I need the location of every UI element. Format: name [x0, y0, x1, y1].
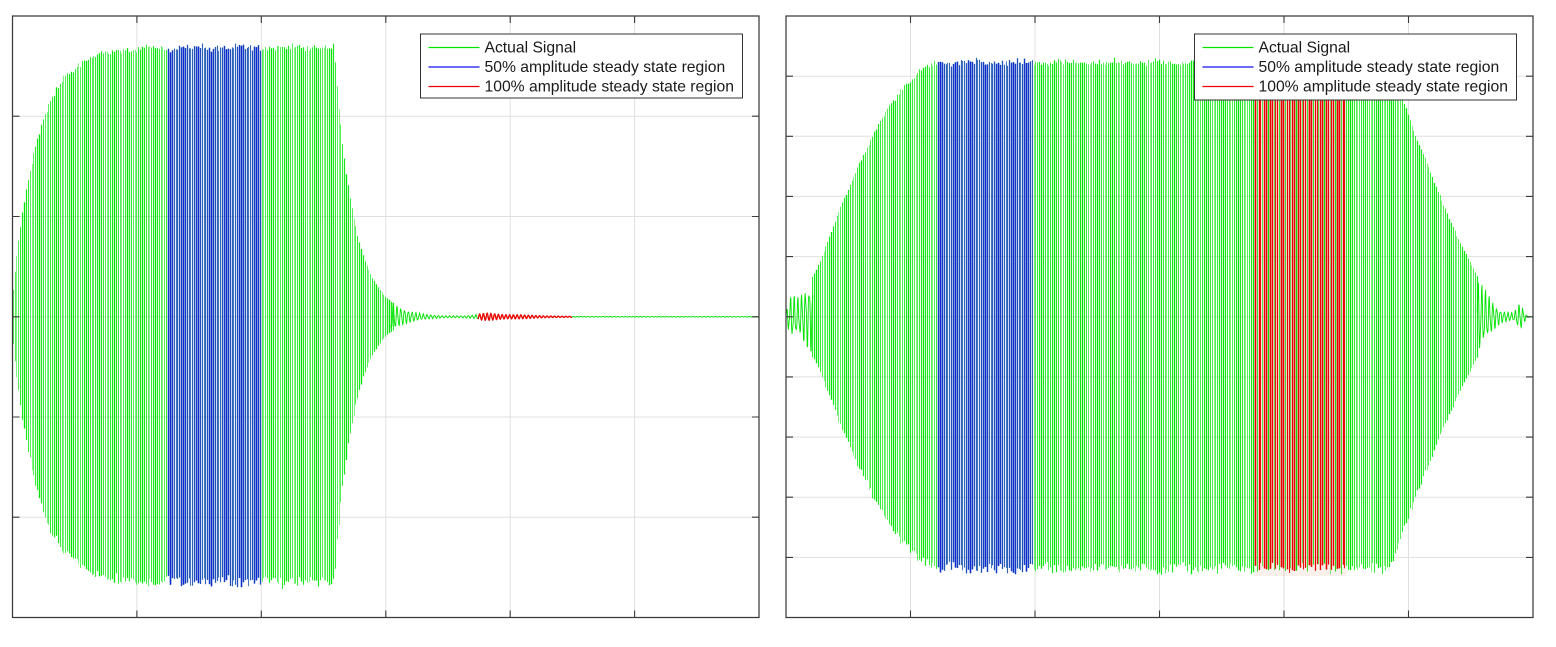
svg-text:50% amplitude steady state reg: 50% amplitude steady state region [1259, 59, 1500, 76]
svg-text:Actual Signal: Actual Signal [485, 40, 577, 57]
svg-text:50% amplitude steady state reg: 50% amplitude steady state region [485, 59, 726, 76]
svg-text:100% amplitude steady state re: 100% amplitude steady state region [1259, 79, 1508, 96]
svg-text:100% amplitude steady state re: 100% amplitude steady state region [485, 79, 734, 96]
svg-text:Actual Signal: Actual Signal [1259, 40, 1351, 57]
